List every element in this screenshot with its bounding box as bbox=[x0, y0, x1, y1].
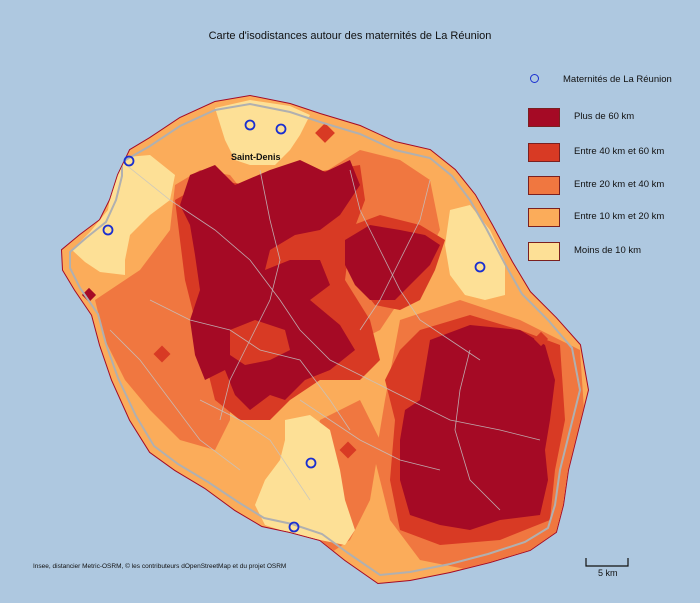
legend-label: Plus de 60 km bbox=[574, 111, 635, 122]
legend-swatch bbox=[528, 108, 560, 127]
patch bbox=[315, 123, 335, 143]
patch bbox=[533, 331, 549, 347]
legend-swatch bbox=[528, 208, 560, 227]
patch bbox=[339, 441, 357, 459]
zone-under-10km-north bbox=[215, 100, 310, 165]
scale-bar-label: 5 km bbox=[598, 568, 618, 578]
city-label-saint-denis: Saint-Denis bbox=[231, 152, 281, 162]
zone-under-10km-east bbox=[445, 205, 505, 300]
maternity-marker[interactable] bbox=[123, 155, 135, 167]
legend-swatch bbox=[528, 143, 560, 162]
scale-bar bbox=[585, 558, 629, 567]
road-network bbox=[109, 159, 541, 511]
patch bbox=[81, 287, 97, 303]
zone-under-10km-south bbox=[255, 415, 355, 545]
legend-swatch bbox=[528, 176, 560, 195]
maternity-marker[interactable] bbox=[275, 123, 287, 135]
legend-label: Moins de 10 km bbox=[574, 245, 642, 256]
maternity-marker-icon bbox=[530, 74, 539, 83]
maternity-marker[interactable] bbox=[244, 119, 256, 131]
maternity-marker[interactable] bbox=[305, 457, 317, 469]
maternity-marker[interactable] bbox=[102, 224, 114, 236]
legend-swatch bbox=[528, 242, 560, 261]
zone-under-10km-northwest bbox=[72, 155, 175, 275]
legend-label: Maternités de La Réunion bbox=[563, 74, 672, 85]
legend-label: Entre 20 km et 40 km bbox=[574, 179, 665, 190]
coastal-road bbox=[69, 102, 582, 577]
maternity-marker[interactable] bbox=[288, 521, 300, 533]
legend-label: Entre 10 km et 20 km bbox=[574, 211, 665, 222]
legend-label: Entre 40 km et 60 km bbox=[574, 146, 665, 157]
maternity-marker[interactable] bbox=[474, 261, 486, 273]
zone-over-60km-east bbox=[400, 325, 555, 530]
maternity-markers bbox=[102, 119, 486, 533]
source-credit: Insee, distancier Metric-OSRM, © les con… bbox=[33, 563, 287, 570]
patch bbox=[153, 345, 171, 363]
zone-over-60km-center bbox=[180, 160, 360, 410]
map-title: Carte d'isodistances autour des maternit… bbox=[208, 30, 492, 42]
zone-over-60km-northeast bbox=[345, 225, 440, 300]
